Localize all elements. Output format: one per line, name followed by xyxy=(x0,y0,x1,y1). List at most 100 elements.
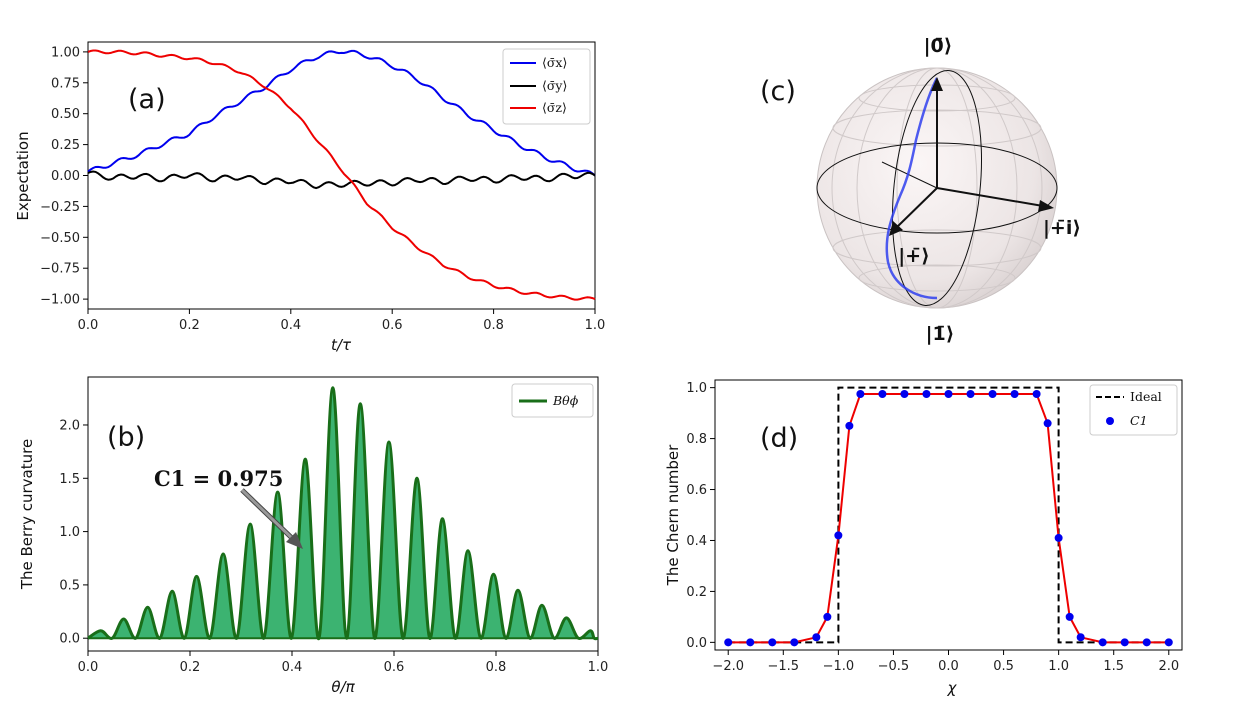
panel-b-x-tick-label: 0.0 xyxy=(78,660,99,675)
panel-a-ylabel: Expectation xyxy=(14,131,32,220)
annotation-arrow xyxy=(240,488,303,549)
state-trajectory xyxy=(885,77,939,300)
panel-b-x-tick-label: 0.8 xyxy=(486,660,507,675)
c1-data-point xyxy=(724,638,733,647)
panel-a-y-tick-label: −0.25 xyxy=(40,200,80,215)
panel-d-y-ticks: 0.0 0.2 0.4 0.6 0.8 1.0 xyxy=(686,381,715,651)
ket-plus-i-label: |+̄i⟩ xyxy=(1043,217,1081,239)
panel-a-xlabel: t/τ xyxy=(331,336,352,354)
panel-b-ylabel: The Berry curvature xyxy=(18,439,36,590)
panel-b-area-chart: 0.0 0.2 0.4 0.6 0.8 1.0 0.0 0.5 1.0 1.5 2.0 θ/π T… xyxy=(18,376,609,696)
legend-label-sx: ⟨σ̄x⟩ xyxy=(542,55,567,70)
panel-d-y-tick-label: 0.4 xyxy=(686,534,707,549)
panel-d-x-tick-label: 0.0 xyxy=(938,659,959,674)
legend-label-c1: C1 xyxy=(1130,413,1148,428)
panel-a-y-tick-label: 0.50 xyxy=(51,107,80,122)
panel-a-x-ticks: 0.0 0.2 0.4 0.6 0.8 1.0 xyxy=(78,309,606,333)
legend-label-berry: Bθϕ xyxy=(552,393,579,408)
panel-b-label: (b) xyxy=(107,422,145,453)
y-arrow-head xyxy=(1038,200,1054,212)
panel-a-plot-area xyxy=(87,49,596,301)
panel-a-x-tick-label: 0.4 xyxy=(280,318,301,333)
panel-d-legend: Ideal C1 xyxy=(1089,384,1178,436)
panel-d-ylabel: The Chern number xyxy=(664,444,682,586)
c1-data-point xyxy=(966,390,975,399)
panel-b-x-tick-label: 0.6 xyxy=(384,660,405,675)
panel-a-y-tick-label: 1.00 xyxy=(51,45,80,60)
panel-d-x-ticks: −2.0 −1.5 −1.0 −0.5 0.0 0.5 1.0 1.5 2.0 xyxy=(712,650,1179,674)
c1-data-point xyxy=(845,421,854,430)
legend-label-ideal: Ideal xyxy=(1130,389,1162,404)
panel-d-x-tick-label: 0.5 xyxy=(993,659,1014,674)
panel-b-y-ticks: 0.0 0.5 1.0 1.5 2.0 xyxy=(59,418,88,647)
c1-data-point xyxy=(1043,419,1052,428)
legend-swatch-c1 xyxy=(1106,417,1114,425)
c1-data-point xyxy=(988,390,997,399)
c1-data-point xyxy=(944,390,953,399)
panel-a-y-ticks: 1.00 0.75 0.50 0.25 0.00 −0.25 −0.50 −0.75 −1.00 xyxy=(40,45,88,308)
panel-a-y-tick-label: 0.75 xyxy=(51,76,80,91)
ket-one-label: |1̄⟩ xyxy=(926,323,955,345)
sigma-z-line xyxy=(87,49,596,301)
panel-b-y-tick-label: 1.0 xyxy=(59,525,80,540)
c1-data-point xyxy=(922,390,931,399)
panel-b-x-tick-label: 1.0 xyxy=(588,660,609,675)
panel-b-y-tick-label: 0.5 xyxy=(59,578,80,593)
panel-b-x-ticks: 0.0 0.2 0.4 0.6 0.8 1.0 xyxy=(78,651,609,675)
c1-data-point xyxy=(1065,612,1074,621)
panel-d-line-chart: −2.0 −1.5 −1.0 −0.5 0.0 0.5 1.0 1.5 2.0 0.00.20.… xyxy=(664,379,1183,697)
c1-data-point xyxy=(878,390,887,399)
ideal-step-line xyxy=(728,386,1169,644)
y-axis-arrow xyxy=(936,187,1044,207)
legend-label-sz: ⟨σ̄z⟩ xyxy=(542,100,567,115)
berry-curve xyxy=(87,386,599,641)
panel-d-y-tick-label: 1.0 xyxy=(686,381,707,396)
panel-b-plot-area xyxy=(87,386,599,641)
panel-a-legend-box xyxy=(502,48,591,125)
panel-b-xlabel: θ/π xyxy=(331,678,355,696)
panel-a-y-tick-label: −1.00 xyxy=(40,293,80,308)
panel-c-label: (c) xyxy=(760,76,796,107)
panel-d-x-tick-label: 1.5 xyxy=(1103,659,1124,674)
panel-a-x-tick-label: 0.6 xyxy=(382,318,403,333)
c1-data-point xyxy=(834,531,843,540)
x-arrow-head xyxy=(889,221,903,236)
panel-a-x-tick-label: 0.8 xyxy=(483,318,504,333)
panel-a-legend: ⟨σ̄x⟩ ⟨σ̄y⟩ ⟨σ̄z⟩ xyxy=(502,48,591,125)
panel-b-y-tick-label: 1.5 xyxy=(59,472,80,487)
c1-data-point xyxy=(1010,390,1019,399)
panel-a-y-tick-label: −0.75 xyxy=(40,262,80,277)
c1-data-point xyxy=(823,612,832,621)
panel-d-xlabel: χ xyxy=(947,679,958,697)
panel-a-line-chart: 0.0 0.2 0.4 0.6 0.8 1.0 1.00 0.75 0.50 0.25 0.00 −… xyxy=(14,41,606,354)
panel-d-y-tick-label: 0.0 xyxy=(686,636,707,651)
chern-annotation: C1 = 0.975 xyxy=(154,466,283,491)
c1-data-point xyxy=(790,638,799,647)
panel-b-legend: Bθϕ xyxy=(511,383,594,418)
panel-a-x-tick-label: 1.0 xyxy=(585,318,606,333)
panel-d-label: (d) xyxy=(760,423,798,454)
c1-data-point xyxy=(1098,638,1107,647)
c1-data-point xyxy=(856,390,865,399)
sigma-y-line xyxy=(87,170,596,190)
panel-d-x-tick-label: −1.0 xyxy=(823,659,855,674)
panel-b-y-tick-label: 2.0 xyxy=(59,418,80,433)
c1-data-point xyxy=(1120,638,1129,647)
panel-d-y-tick-label: 0.8 xyxy=(686,432,707,447)
panel-d-x-tick-label: −2.0 xyxy=(712,659,744,674)
panel-b-y-tick-label: 0.0 xyxy=(59,632,80,647)
c1-data-point xyxy=(812,633,821,642)
panel-a-x-tick-label: 0.2 xyxy=(179,318,200,333)
panel-a-y-tick-label: 0.25 xyxy=(51,138,80,153)
panel-d-plot-area xyxy=(724,386,1173,647)
panel-b-legend-box xyxy=(511,383,594,418)
berry-area-fill xyxy=(88,387,598,639)
meridian-ring xyxy=(891,70,983,306)
panel-d-y-tick-label: 0.6 xyxy=(686,483,707,498)
c1-data-point xyxy=(1032,390,1041,399)
panel-d-x-tick-label: −0.5 xyxy=(878,659,910,674)
panel-a-y-tick-label: −0.50 xyxy=(40,231,80,246)
panel-d-x-tick-label: 2.0 xyxy=(1158,659,1179,674)
c1-data-point xyxy=(1076,633,1085,642)
